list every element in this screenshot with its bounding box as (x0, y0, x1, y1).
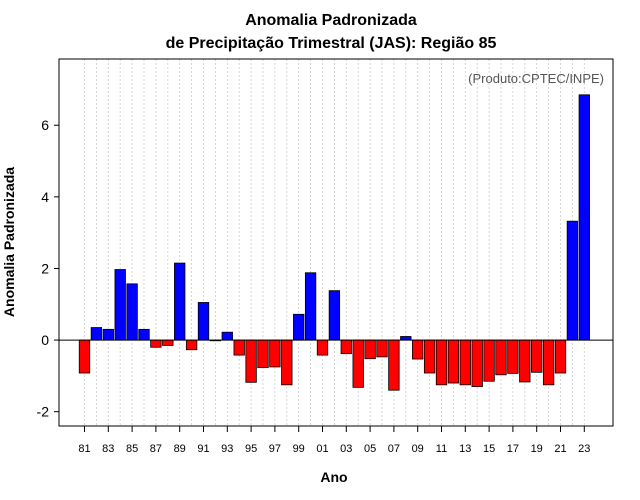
x-tick-label: 97 (269, 443, 281, 455)
bars (78, 94, 590, 391)
x-axis: 81 83 85 87 89 91 93 95 97 99 01 03 05 07 09 11 13 15 17 19… (78, 426, 590, 455)
bar-82 (90, 327, 103, 341)
y-axis: -2 0 2 4 6 (37, 117, 59, 420)
bar-98 (281, 339, 293, 386)
bar-94 (233, 339, 245, 356)
bar-84 (114, 269, 126, 341)
x-tick-label: 91 (197, 443, 209, 455)
bar-81 (78, 339, 91, 374)
x-axis-label: Ano (320, 469, 347, 485)
y-tick-label: -2 (37, 404, 50, 420)
x-tick-label: 19 (531, 443, 543, 455)
bar-16 (495, 339, 507, 376)
x-tick-label: 99 (293, 443, 305, 455)
bar-97 (269, 339, 281, 368)
bar-08 (400, 336, 412, 341)
x-tick-label: 15 (483, 443, 495, 455)
bar-83 (102, 328, 114, 341)
y-tick-label: 4 (41, 189, 49, 205)
bar-86 (138, 328, 150, 341)
bar-23 (578, 94, 590, 341)
bar-09 (412, 339, 424, 360)
x-tick-label: 89 (174, 443, 186, 455)
x-tick-label: 07 (388, 443, 400, 455)
x-tick-label: 13 (459, 443, 471, 455)
x-tick-label: 95 (245, 443, 257, 455)
bar-88 (162, 339, 174, 346)
chart-subtitle: de Precipitação Trimestral (JAS): Região… (166, 35, 497, 52)
y-tick-label: 0 (41, 332, 49, 348)
bar-04 (352, 339, 364, 388)
bar-90 (185, 339, 198, 351)
bar-85 (126, 283, 138, 341)
x-tick-label: 17 (507, 443, 519, 455)
bar-20 (542, 339, 555, 386)
y-tick-label: 6 (41, 117, 49, 133)
x-tick-label: 01 (316, 443, 328, 455)
bar-87 (150, 339, 162, 348)
bar-99 (293, 313, 305, 341)
x-tick-label: 85 (126, 443, 138, 455)
bar-03 (340, 339, 352, 355)
y-axis-label: Anomalia Padronizada (1, 167, 17, 317)
x-tick-label: 93 (221, 443, 233, 455)
x-tick-label: 03 (340, 443, 352, 455)
bar-01 (316, 339, 329, 356)
bar-00 (304, 272, 317, 341)
bar-06 (376, 339, 388, 358)
x-tick-label: 81 (78, 443, 90, 455)
bar-12 (447, 339, 460, 384)
bar-18 (519, 339, 531, 383)
x-tick-label: 83 (102, 443, 114, 455)
chart-title: Anomalia Padronizada (245, 12, 417, 29)
x-tick-label: 05 (364, 443, 376, 455)
plot-frame (58, 58, 614, 427)
y-tick-label: 2 (41, 260, 49, 276)
bar-13 (459, 339, 471, 386)
bar-15 (483, 339, 495, 382)
bar-89 (174, 262, 186, 341)
bar-17 (507, 339, 519, 374)
bar-21 (554, 339, 567, 374)
x-tick-label: 09 (412, 443, 424, 455)
bar-14 (471, 339, 483, 388)
source-annotation: (Produto:CPTEC/INPE) (468, 71, 604, 86)
bar-05 (364, 339, 376, 360)
bar-22 (566, 220, 579, 341)
bar-02 (328, 290, 341, 341)
bar-19 (531, 339, 543, 373)
bar-10 (423, 339, 436, 374)
x-tick-label: 87 (150, 443, 162, 455)
bar-95 (245, 339, 257, 383)
bar-93 (221, 331, 233, 341)
bar-07 (388, 339, 400, 391)
x-tick-label: 11 (436, 443, 447, 455)
bar-11 (435, 339, 448, 386)
x-tick-label: 21 (554, 443, 566, 455)
bar-96 (257, 339, 269, 369)
bar-91 (197, 302, 210, 341)
x-tick-label: 23 (578, 443, 590, 455)
